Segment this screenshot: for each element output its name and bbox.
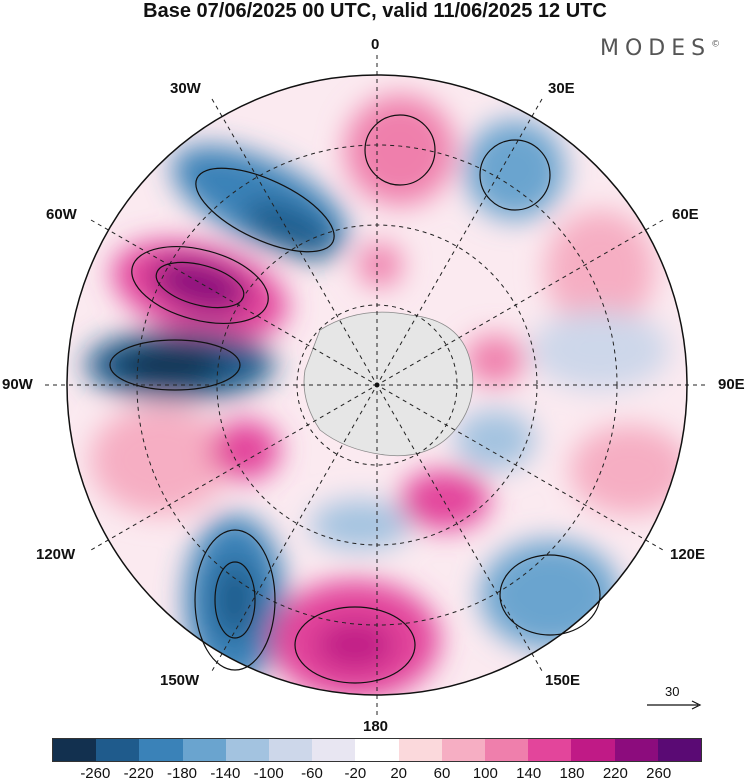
lon-label-180: 180 <box>363 718 389 735</box>
colorbar-tick-label: 20 <box>390 765 407 782</box>
colorbar-tick-label: 100 <box>472 765 498 782</box>
colorbar-tick-label: -20 <box>344 765 367 782</box>
colorbar-tick-label: -220 <box>123 765 154 782</box>
colorbar-cell <box>528 739 572 761</box>
colorbar <box>52 738 702 762</box>
colorbar-cell <box>485 739 529 761</box>
colorbar-cell <box>96 739 140 761</box>
colorbar-cell <box>398 739 442 761</box>
colorbar-tick-label: 180 <box>559 765 585 782</box>
lon-label-120w: 120W <box>36 546 76 563</box>
lon-label-30e: 30E <box>548 80 575 97</box>
colorbar-cell <box>225 739 270 761</box>
colorbar-tick-label: -60 <box>301 765 323 782</box>
lon-label-30w: 30W <box>170 80 201 97</box>
lon-label-60w: 60W <box>46 206 77 223</box>
colorbar-cell <box>53 739 97 761</box>
vector-scale-arrow <box>647 700 702 710</box>
map-title: Base 07/06/2025 00 UTC, valid 11/06/2025… <box>143 0 607 22</box>
lon-label-120e: 120E <box>670 546 706 563</box>
lon-label-150e: 150E <box>545 672 581 689</box>
colorbar-cell <box>657 739 702 761</box>
streamlines <box>109 114 601 684</box>
lon-label-0: 0 <box>371 36 380 53</box>
colorbar-tick-label: 60 <box>433 765 451 782</box>
colorbar-tick-label: -140 <box>210 765 241 782</box>
colorbar-tick-label: 220 <box>602 765 628 782</box>
colorbar-cell <box>571 739 615 761</box>
colorbar-tick-label: -100 <box>253 765 284 782</box>
colorbar-tick-label: 140 <box>516 765 542 782</box>
lon-label-150w: 150W <box>160 672 200 689</box>
lon-label-60e: 60E <box>672 206 699 223</box>
colorbar-cell <box>441 739 486 761</box>
antarctica-outline <box>303 311 474 457</box>
modes-logo: MODES© <box>600 36 721 61</box>
colorbar-tick-label: -180 <box>166 765 198 782</box>
colorbar-cell <box>269 739 313 761</box>
lon-label-90e: 90E <box>718 376 745 393</box>
vector-scale-label: 30 <box>665 684 680 699</box>
south-pole-marker <box>374 382 380 388</box>
colorbar-cell <box>312 739 356 761</box>
map-border <box>66 74 688 696</box>
colorbar-cell <box>139 739 183 761</box>
lon-label-90w: 90W <box>2 376 33 393</box>
colorbar-tick-label: -260 <box>80 765 111 782</box>
colorbar-cell <box>614 739 658 761</box>
colorbar-cell <box>182 739 226 761</box>
colorbar-tick-label: 260 <box>646 765 672 782</box>
colorbar-cell <box>355 739 399 761</box>
